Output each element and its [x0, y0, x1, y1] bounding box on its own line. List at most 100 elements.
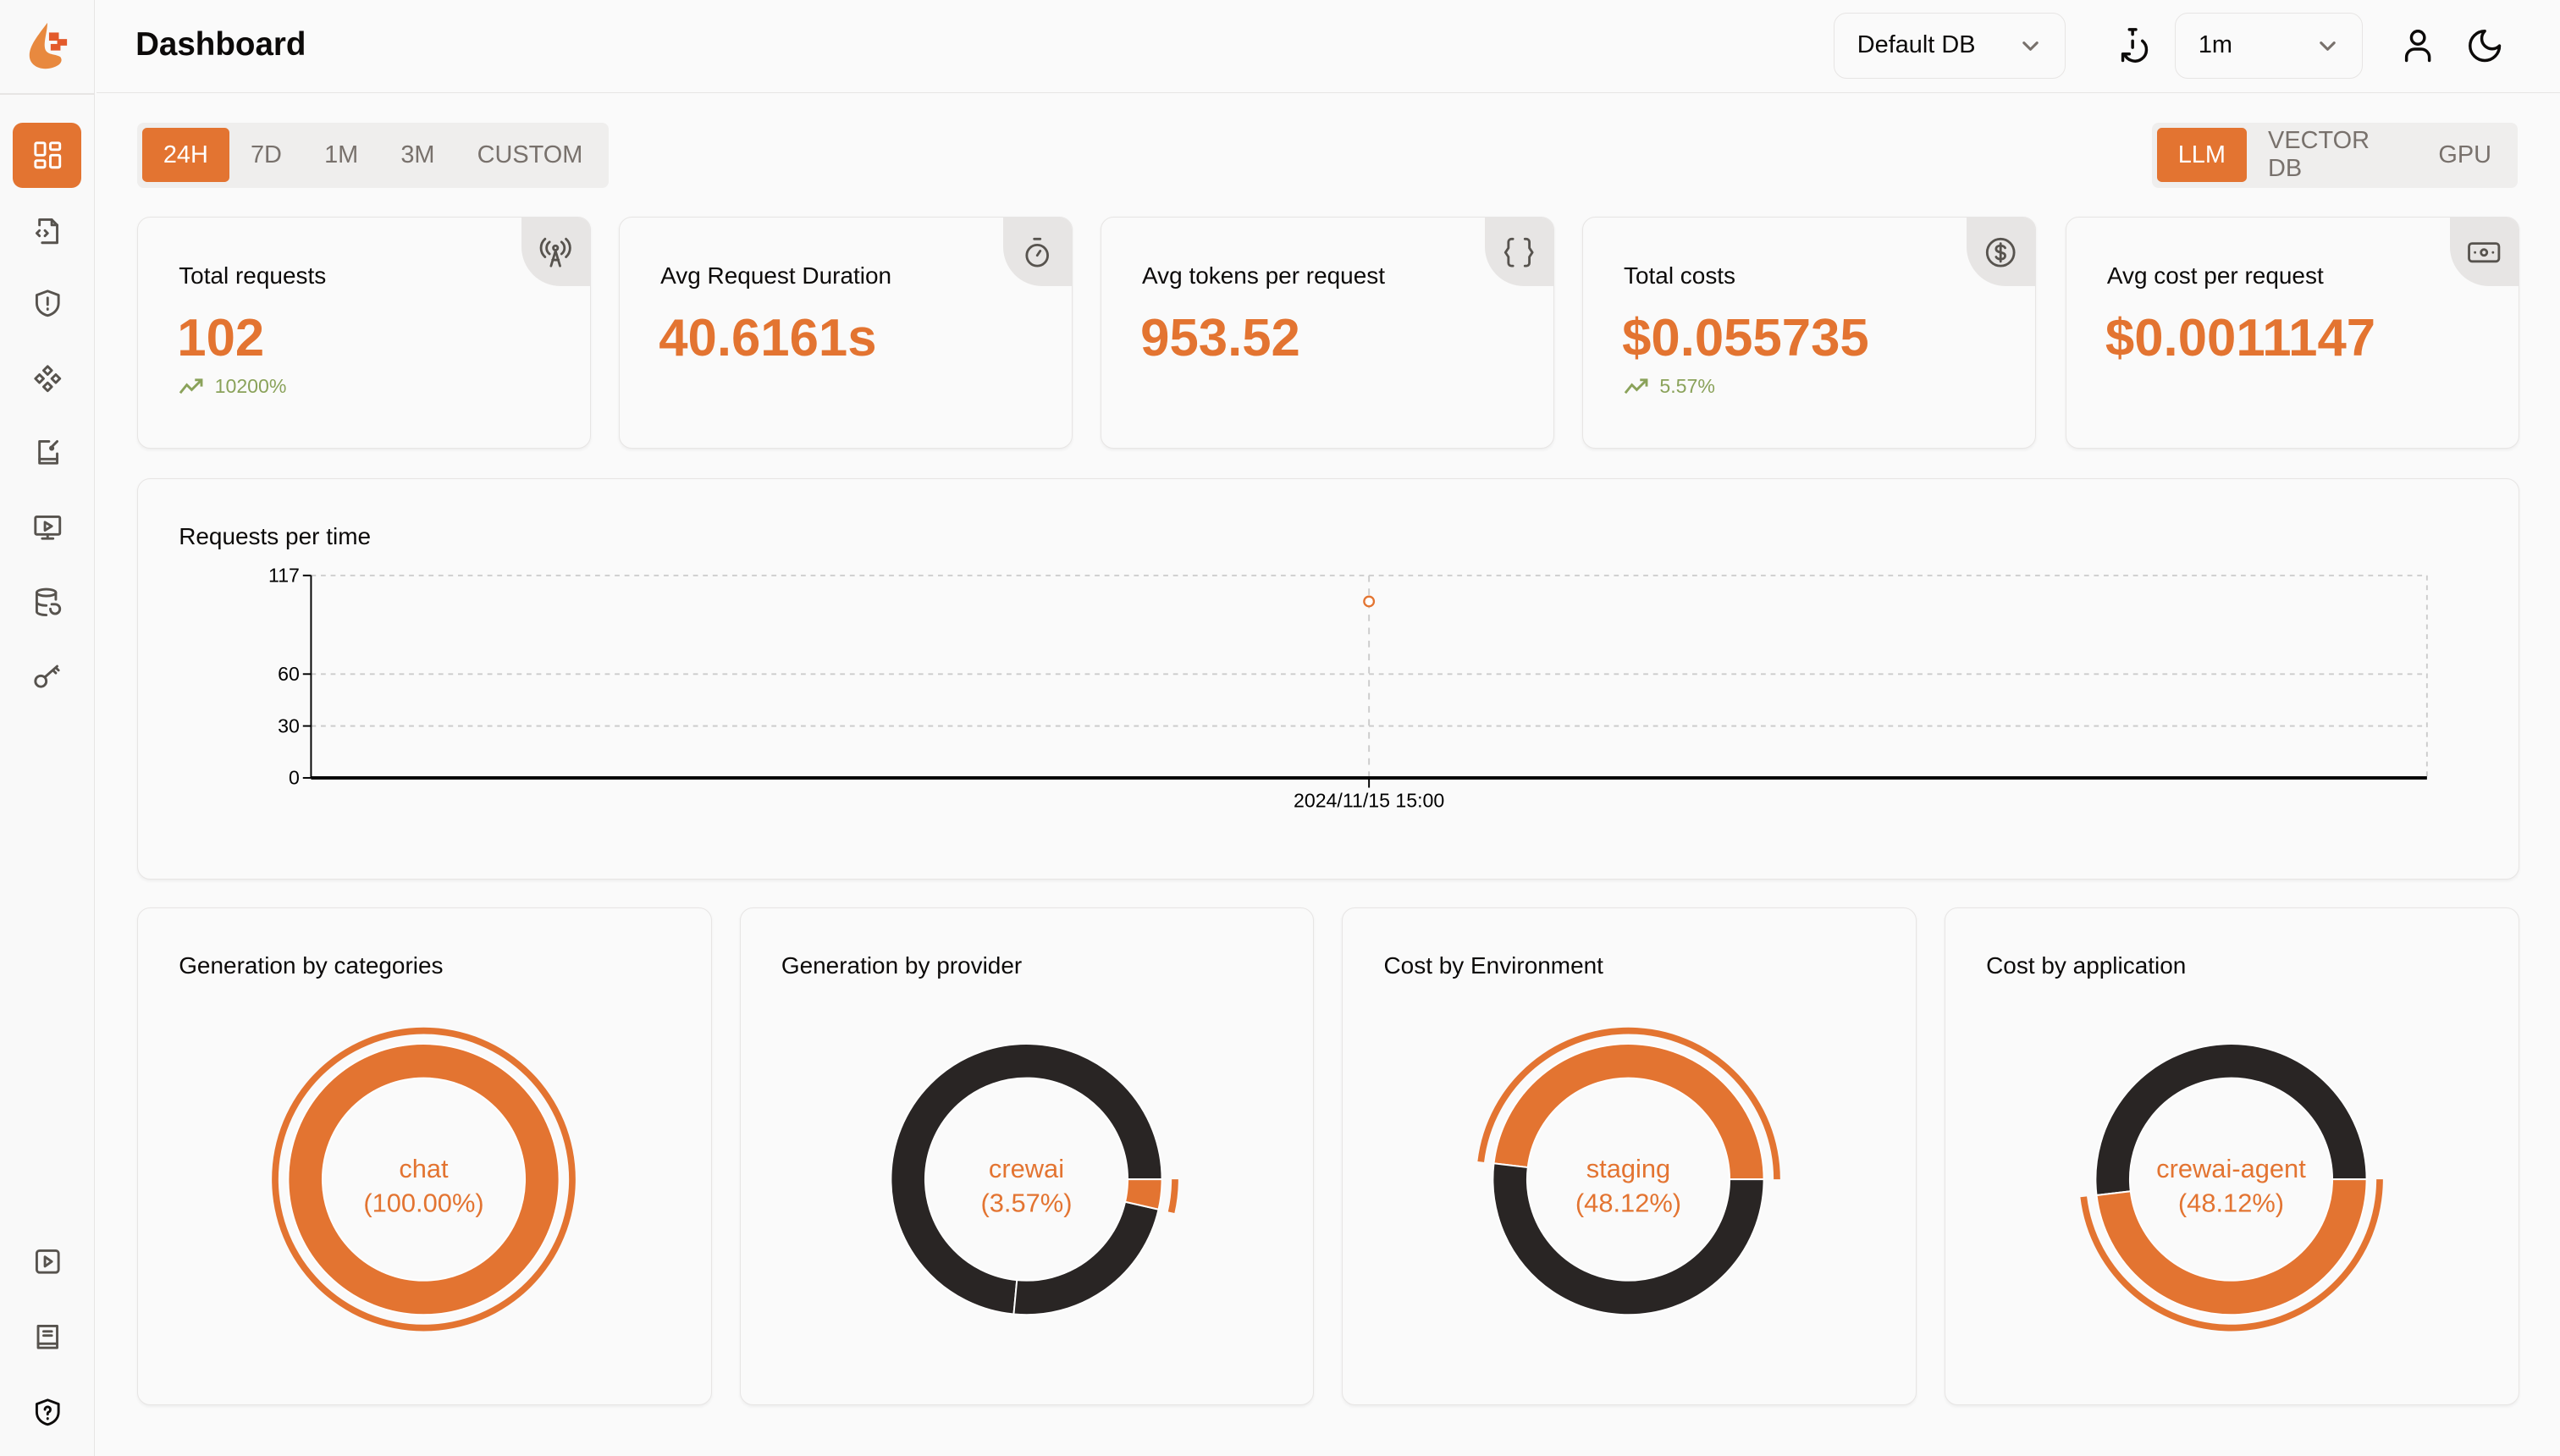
- chart-title: Cost by Environment: [1383, 952, 1603, 979]
- stat-value: $0.0011147: [2105, 308, 2376, 367]
- sidebar-item-exceptions[interactable]: [13, 271, 81, 336]
- view-tabs: LLM VECTOR DB GPU: [2151, 122, 2518, 188]
- donut-slice: [1123, 1178, 1163, 1211]
- y-tick-label: 60: [278, 663, 300, 685]
- chevron-down-icon: [2319, 41, 2336, 51]
- sidebar-item-dashboard[interactable]: [13, 122, 82, 188]
- provider-donut-chart: crewai (3.57%): [890, 1043, 1178, 1316]
- categories-donut-chart: chat (100.00%): [272, 1028, 576, 1332]
- broadcast-tower-icon: [540, 237, 572, 267]
- sidebar-item-help[interactable]: [13, 1380, 81, 1445]
- stat-card-total-costs: Total costs $0.055735 5.57%: [1581, 217, 2036, 449]
- key-icon: [33, 665, 60, 688]
- donut-center-value: (3.57%): [980, 1189, 1072, 1218]
- donut-slice: [287, 1043, 560, 1316]
- environment-donut-chart: staging (48.12%): [1477, 1028, 1781, 1316]
- chart-title: Requests per time: [179, 523, 372, 550]
- page-title: Dashboard: [135, 25, 306, 63]
- tab-gpu[interactable]: GPU: [2438, 141, 2491, 168]
- application-donut-chart: crewai-agent (48.12%): [2080, 1043, 2383, 1332]
- time-filter-tabs: 24H 7D 1M 3M CUSTOM: [136, 122, 610, 188]
- stat-label: Avg Request Duration: [660, 262, 892, 289]
- donut-active-outer-arc: [1167, 1179, 1178, 1214]
- y-tick-label: 30: [278, 714, 300, 736]
- trending-up-icon: [1624, 378, 1648, 394]
- sidebar-item-api-keys[interactable]: [13, 643, 81, 709]
- donut-center-value: (48.12%): [1575, 1189, 1681, 1218]
- refresh-timer-icon[interactable]: [2113, 26, 2152, 65]
- generation-by-provider-card: Generation by provider crewai (3.57%): [739, 907, 1315, 1406]
- stat-card-avg-cost: Avg cost per request $0.0011147: [2065, 217, 2519, 449]
- donut-center-label: staging: [1586, 1154, 1670, 1183]
- time-filter-1m[interactable]: 1M: [324, 141, 359, 168]
- trending-up-icon: [179, 378, 203, 394]
- notebook-pen-icon: [37, 439, 58, 465]
- shield-alert-icon: [35, 290, 60, 317]
- donut-slice: [2094, 1043, 2368, 1197]
- requests-per-time-card: Requests per time 0 30 60 117 2024/11/15 15:…: [136, 478, 2519, 880]
- donut-center-label: chat: [399, 1154, 449, 1183]
- stat-value: 40.6161s: [659, 308, 877, 367]
- sidebar-item-playground[interactable]: [13, 494, 81, 560]
- monitor-play-icon: [33, 515, 61, 540]
- data-point: [1363, 595, 1376, 608]
- generation-by-categories-card: Generation by categories chat (100.00%): [136, 907, 712, 1406]
- cost-by-environment-card: Cost by Environment staging (48.12%): [1342, 907, 1917, 1406]
- stat-label: Avg tokens per request: [1142, 262, 1386, 289]
- requests-line-chart: 0 30 60 117 2024/11/15 15:00: [268, 565, 2428, 812]
- sidebar-item-vault[interactable]: [13, 420, 81, 485]
- database-select[interactable]: Default DB: [1833, 13, 2066, 79]
- y-tick-label: 0: [289, 767, 300, 789]
- sidebar-item-prompts[interactable]: [13, 346, 81, 411]
- diamonds-icon: [33, 365, 61, 393]
- donut-slice: [890, 1043, 1163, 1315]
- donut-slice: [1012, 1200, 1160, 1316]
- stat-value: $0.055735: [1622, 308, 1869, 367]
- time-filter-3m[interactable]: 3M: [400, 141, 435, 168]
- stat-value: 102: [177, 308, 265, 367]
- refresh-interval-value: 1m: [2198, 31, 2232, 59]
- donut-slice: [1492, 1043, 1765, 1181]
- trend-badge: 10200%: [179, 375, 286, 398]
- sidebar-item-docs[interactable]: [13, 1304, 81, 1370]
- play-square-icon: [35, 1249, 60, 1275]
- dashboard-grid-icon: [33, 141, 61, 169]
- stat-card-avg-duration: Avg Request Duration 40.6161s: [618, 217, 1073, 449]
- stopwatch-icon: [1025, 237, 1050, 267]
- banknote-icon: [2468, 241, 2501, 262]
- chart-title: Cost by application: [1986, 952, 2187, 979]
- dark-mode-moon-icon[interactable]: [2465, 26, 2504, 65]
- stat-label: Total requests: [179, 262, 327, 289]
- sidebar-item-database[interactable]: [13, 570, 81, 635]
- shield-question-icon: [35, 1398, 60, 1426]
- stat-card-avg-tokens: Avg tokens per request 953.52: [1100, 217, 1554, 449]
- donut-slice: [2095, 1178, 2368, 1316]
- sidebar: [0, 0, 95, 1456]
- time-filter-24h[interactable]: 24H: [141, 128, 229, 183]
- time-filter-7d[interactable]: 7D: [250, 141, 282, 168]
- trend-value: 10200%: [214, 374, 287, 397]
- chart-title: Generation by provider: [781, 952, 1023, 979]
- chevron-down-icon: [2022, 41, 2039, 51]
- user-icon[interactable]: [2398, 26, 2437, 65]
- donut-center-value: (48.12%): [2178, 1189, 2284, 1218]
- sidebar-item-requests[interactable]: [13, 197, 81, 262]
- tab-vector-db[interactable]: VECTOR DB: [2268, 127, 2370, 183]
- x-tick-label: 2024/11/15 15:00: [1294, 790, 1444, 812]
- database-restore-icon: [35, 587, 61, 617]
- donut-slice: [1492, 1162, 1765, 1316]
- time-filter-custom[interactable]: CUSTOM: [477, 141, 583, 168]
- trend-badge: 5.57%: [1624, 375, 1715, 398]
- database-select-value: Default DB: [1857, 31, 1976, 59]
- y-tick-label: 117: [268, 565, 300, 587]
- refresh-interval-select[interactable]: 1m: [2174, 13, 2363, 79]
- donut-center-label: crewai: [989, 1154, 1064, 1183]
- book-icon: [36, 1325, 58, 1349]
- divider: [0, 92, 95, 95]
- cost-by-application-card: Cost by application crewai-agent (48.12%): [1944, 907, 2519, 1406]
- chart-title: Generation by categories: [179, 952, 444, 979]
- header: Dashboard Default DB 1m: [96, 0, 2560, 93]
- sidebar-item-demo[interactable]: [13, 1229, 81, 1294]
- tab-llm[interactable]: LLM: [2156, 128, 2247, 183]
- file-code-icon: [35, 218, 58, 244]
